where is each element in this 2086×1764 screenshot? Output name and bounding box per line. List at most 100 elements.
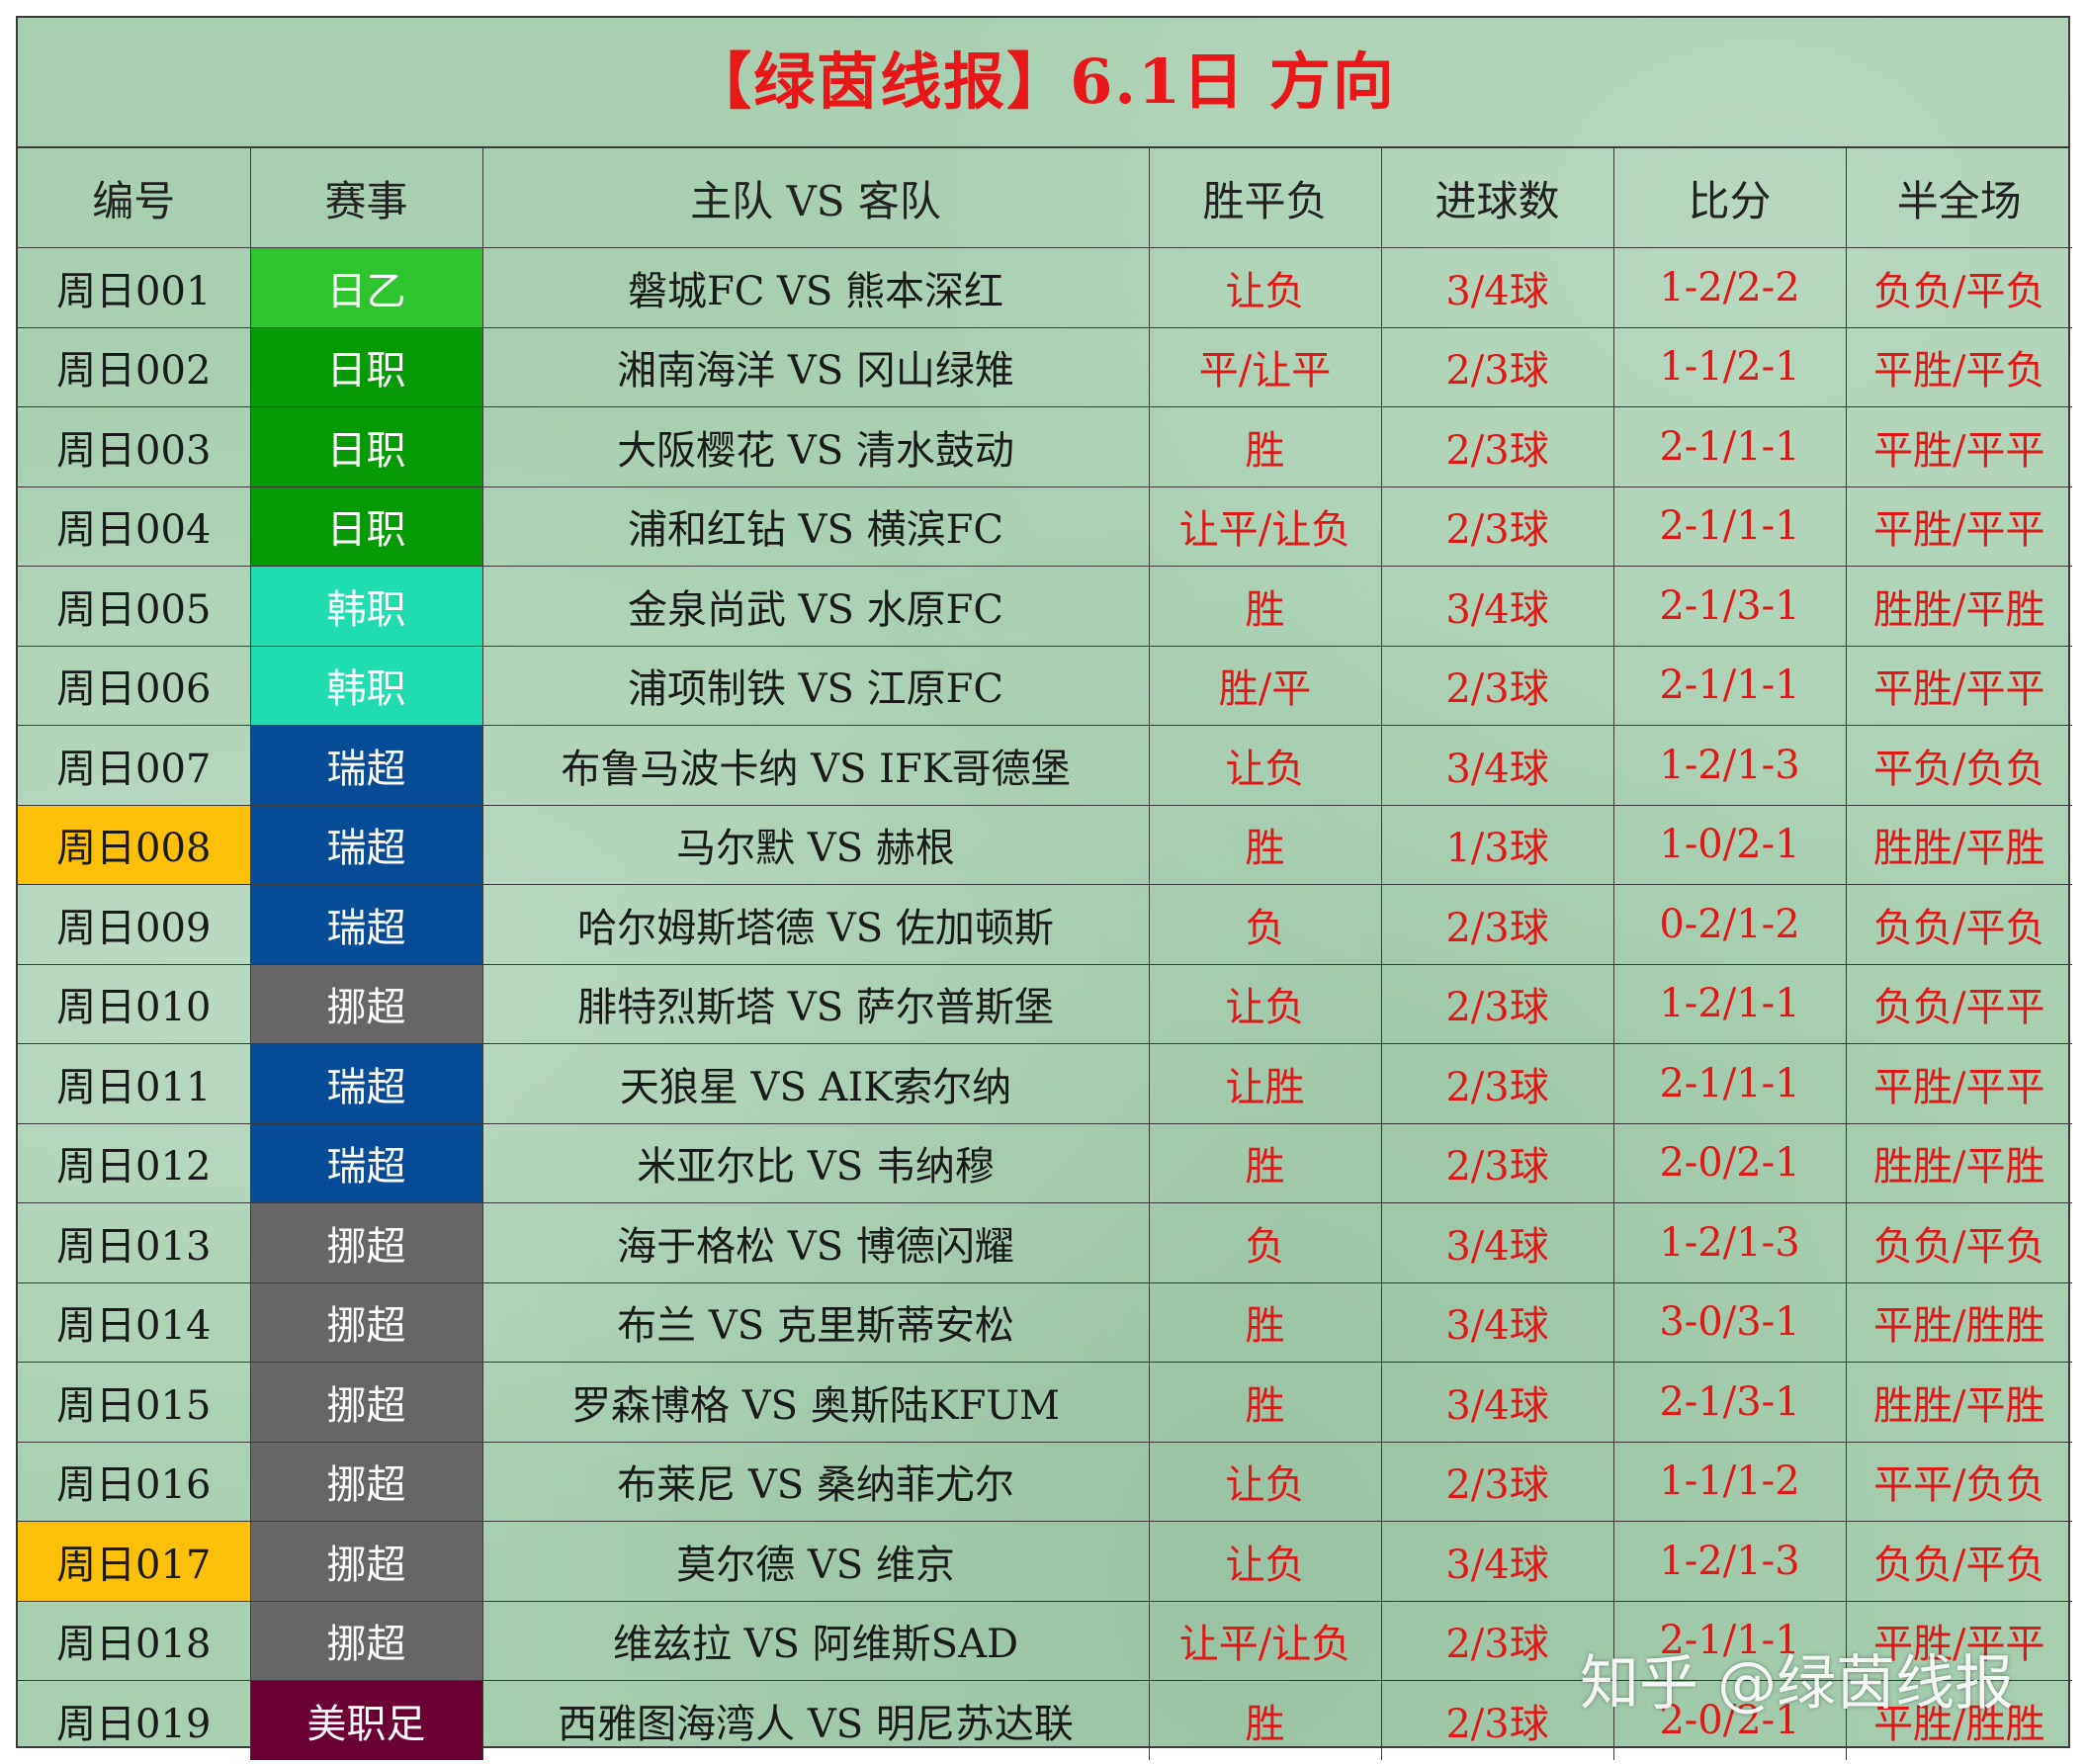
league-cell: 挪超 bbox=[249, 963, 483, 1044]
sheet-title: 【绿茵线报】6.1日 方向 bbox=[18, 18, 2068, 148]
score-pick-cell: 1-0/2-1 bbox=[1612, 804, 1847, 885]
htft-pick-cell: 平平/负负 bbox=[1845, 1441, 2072, 1522]
table-row: 周日019 美职足 西雅图海湾人 VS 明尼苏达联胜 2/3球 2-0/2-1 平胜/胜胜 bbox=[18, 1680, 2072, 1760]
header-htft: 半全场 bbox=[1845, 148, 2072, 248]
table-row: 周日008 瑞超 马尔默 VS 赫根胜 1/3球 1-0/2-1 胜胜/平胜 bbox=[18, 804, 2072, 885]
table-row: 周日011 瑞超 天狼星 VS AIK索尔纳 让胜 2/3球 2-1/1-1 平胜/平平 bbox=[18, 1043, 2072, 1124]
score-pick-cell: 2-1/3-1 bbox=[1612, 566, 1847, 647]
goals-pick-cell: 2/3球 bbox=[1380, 645, 1614, 726]
goals-pick-cell: 2/3球 bbox=[1380, 884, 1614, 965]
teams-cell: 布莱尼 VS 桑纳菲尤尔 bbox=[481, 1441, 1150, 1522]
header-league: 赛事 bbox=[249, 148, 483, 248]
league-cell: 韩职 bbox=[249, 566, 483, 647]
table-row: 周日012 瑞超 米亚尔比 VS 韦纳穆胜 2/3球 2-0/2-1 胜胜/平胜 bbox=[18, 1122, 2072, 1203]
header-goals: 进球数 bbox=[1380, 148, 1614, 248]
score-pick-cell: 2-1/1-1 bbox=[1612, 645, 1847, 726]
score-pick-cell: 2-0/2-1 bbox=[1612, 1122, 1847, 1203]
score-pick-cell: 2-1/1-1 bbox=[1612, 406, 1847, 487]
htft-pick-cell: 平胜/胜胜 bbox=[1845, 1281, 2072, 1363]
score-pick-cell: 1-1/2-1 bbox=[1612, 326, 1847, 407]
league-cell: 瑞超 bbox=[249, 1122, 483, 1203]
wdl-pick-cell: 胜 bbox=[1148, 566, 1382, 647]
match-number-cell: 周日012 bbox=[18, 1122, 251, 1203]
league-cell: 瑞超 bbox=[249, 884, 483, 965]
score-pick-cell: 2-1/1-1 bbox=[1612, 1043, 1847, 1124]
wdl-pick-cell: 负 bbox=[1148, 1202, 1382, 1283]
htft-pick-cell: 负负/平负 bbox=[1845, 884, 2072, 965]
league-cell: 挪超 bbox=[249, 1202, 483, 1283]
wdl-pick-cell: 让平/让负 bbox=[1148, 485, 1382, 567]
match-number-cell: 周日002 bbox=[18, 326, 251, 407]
table-row: 周日003 日职 大阪樱花 VS 清水鼓动胜 2/3球 2-1/1-1 平胜/平平 bbox=[18, 406, 2072, 487]
score-pick-cell: 1-2/1-3 bbox=[1612, 725, 1847, 806]
table-row: 周日009 瑞超 哈尔姆斯塔德 VS 佐加顿斯负 2/3球 0-2/1-2 负负/平负 bbox=[18, 884, 2072, 965]
wdl-pick-cell: 让负 bbox=[1148, 725, 1382, 806]
goals-pick-cell: 2/3球 bbox=[1380, 1122, 1614, 1203]
league-cell: 日职 bbox=[249, 406, 483, 487]
header-wdl: 胜平负 bbox=[1148, 148, 1382, 248]
table-row: 周日013 挪超 海于格松 VS 博德闪耀负 3/4球 1-2/1-3 负负/平负 bbox=[18, 1202, 2072, 1283]
table-row: 周日014 挪超 布兰 VS 克里斯蒂安松胜 3/4球 3-0/3-1 平胜/胜胜 bbox=[18, 1281, 2072, 1363]
teams-cell: 磐城FC VS 熊本深红 bbox=[481, 247, 1150, 328]
goals-pick-cell: 2/3球 bbox=[1380, 963, 1614, 1044]
teams-cell: 布兰 VS 克里斯蒂安松 bbox=[481, 1281, 1150, 1363]
header-score: 比分 bbox=[1612, 148, 1847, 248]
header-number: 编号 bbox=[18, 148, 251, 248]
goals-pick-cell: 2/3球 bbox=[1380, 406, 1614, 487]
wdl-pick-cell: 胜 bbox=[1148, 406, 1382, 487]
score-pick-cell: 2-1/1-1 bbox=[1612, 1600, 1847, 1681]
htft-pick-cell: 负负/平负 bbox=[1845, 1202, 2072, 1283]
wdl-pick-cell: 胜 bbox=[1148, 1122, 1382, 1203]
match-number-cell: 周日003 bbox=[18, 406, 251, 487]
score-pick-cell: 1-2/1-3 bbox=[1612, 1202, 1847, 1283]
score-pick-cell: 2-1/3-1 bbox=[1612, 1362, 1847, 1443]
goals-pick-cell: 1/3球 bbox=[1380, 804, 1614, 885]
teams-cell: 西雅图海湾人 VS 明尼苏达联 bbox=[481, 1680, 1150, 1760]
goals-pick-cell: 3/4球 bbox=[1380, 1362, 1614, 1443]
match-number-cell: 周日014 bbox=[18, 1281, 251, 1363]
league-cell: 美职足 bbox=[249, 1680, 483, 1760]
header-row: 编号 赛事 主队 VS 客队 胜平负 进球数 比分 半全场 bbox=[18, 148, 2072, 248]
match-number-cell: 周日005 bbox=[18, 566, 251, 647]
score-pick-cell: 1-2/1-1 bbox=[1612, 963, 1847, 1044]
wdl-pick-cell: 平/让平 bbox=[1148, 326, 1382, 407]
table-row: 周日007 瑞超 布鲁马波卡纳 VS IFK哥德堡 让负 3/4球 1-2/1-3 平负/负… bbox=[18, 725, 2072, 806]
wdl-pick-cell: 胜 bbox=[1148, 804, 1382, 885]
league-cell: 挪超 bbox=[249, 1281, 483, 1363]
goals-pick-cell: 3/4球 bbox=[1380, 1202, 1614, 1283]
match-number-cell: 周日013 bbox=[18, 1202, 251, 1283]
score-pick-cell: 2-0/2-1 bbox=[1612, 1680, 1847, 1760]
teams-cell: 海于格松 VS 博德闪耀 bbox=[481, 1202, 1150, 1283]
htft-pick-cell: 平胜/平负 bbox=[1845, 326, 2072, 407]
teams-cell: 米亚尔比 VS 韦纳穆 bbox=[481, 1122, 1150, 1203]
htft-pick-cell: 平胜/平平 bbox=[1845, 645, 2072, 726]
match-number-cell: 周日007 bbox=[18, 725, 251, 806]
league-cell: 日职 bbox=[249, 326, 483, 407]
league-cell: 瑞超 bbox=[249, 1043, 483, 1124]
match-number-cell: 周日018 bbox=[18, 1600, 251, 1681]
teams-cell: 罗森博格 VS 奥斯陆KFUM bbox=[481, 1362, 1150, 1443]
match-number-cell: 周日010 bbox=[18, 963, 251, 1044]
htft-pick-cell: 负负/平负 bbox=[1845, 247, 2072, 328]
league-cell: 瑞超 bbox=[249, 725, 483, 806]
table-row: 周日005 韩职 金泉尚武 VS 水原FC 胜 3/4球 2-1/3-1 胜胜/平胜 bbox=[18, 566, 2072, 647]
match-number-cell: 周日011 bbox=[18, 1043, 251, 1124]
table-body: 周日001 日乙 磐城FC VS 熊本深红 让负 3/4球 1-2/2-2 负负/平负 周日0… bbox=[18, 247, 2072, 1760]
match-number-cell: 周日009 bbox=[18, 884, 251, 965]
htft-pick-cell: 平胜/平平 bbox=[1845, 406, 2072, 487]
score-pick-cell: 3-0/3-1 bbox=[1612, 1281, 1847, 1363]
wdl-pick-cell: 负 bbox=[1148, 884, 1382, 965]
teams-cell: 布鲁马波卡纳 VS IFK哥德堡 bbox=[481, 725, 1150, 806]
watermark: 知乎 @绿茵线报 bbox=[1580, 1649, 2015, 1719]
teams-cell: 浦和红钻 VS 横滨FC bbox=[481, 485, 1150, 567]
match-number-cell: 周日019 bbox=[18, 1680, 251, 1760]
htft-pick-cell: 胜胜/平胜 bbox=[1845, 566, 2072, 647]
wdl-pick-cell: 让平/让负 bbox=[1148, 1600, 1382, 1681]
teams-cell: 天狼星 VS AIK索尔纳 bbox=[481, 1043, 1150, 1124]
teams-cell: 浦项制铁 VS 江原FC bbox=[481, 645, 1150, 726]
htft-pick-cell: 胜胜/平胜 bbox=[1845, 1362, 2072, 1443]
htft-pick-cell: 平负/负负 bbox=[1845, 725, 2072, 806]
htft-pick-cell: 平胜/平平 bbox=[1845, 1043, 2072, 1124]
league-cell: 日职 bbox=[249, 485, 483, 567]
prediction-sheet: 【绿茵线报】6.1日 方向 编号 赛事 主队 VS 客队 胜平负 进球数 比分 … bbox=[16, 16, 2072, 1760]
